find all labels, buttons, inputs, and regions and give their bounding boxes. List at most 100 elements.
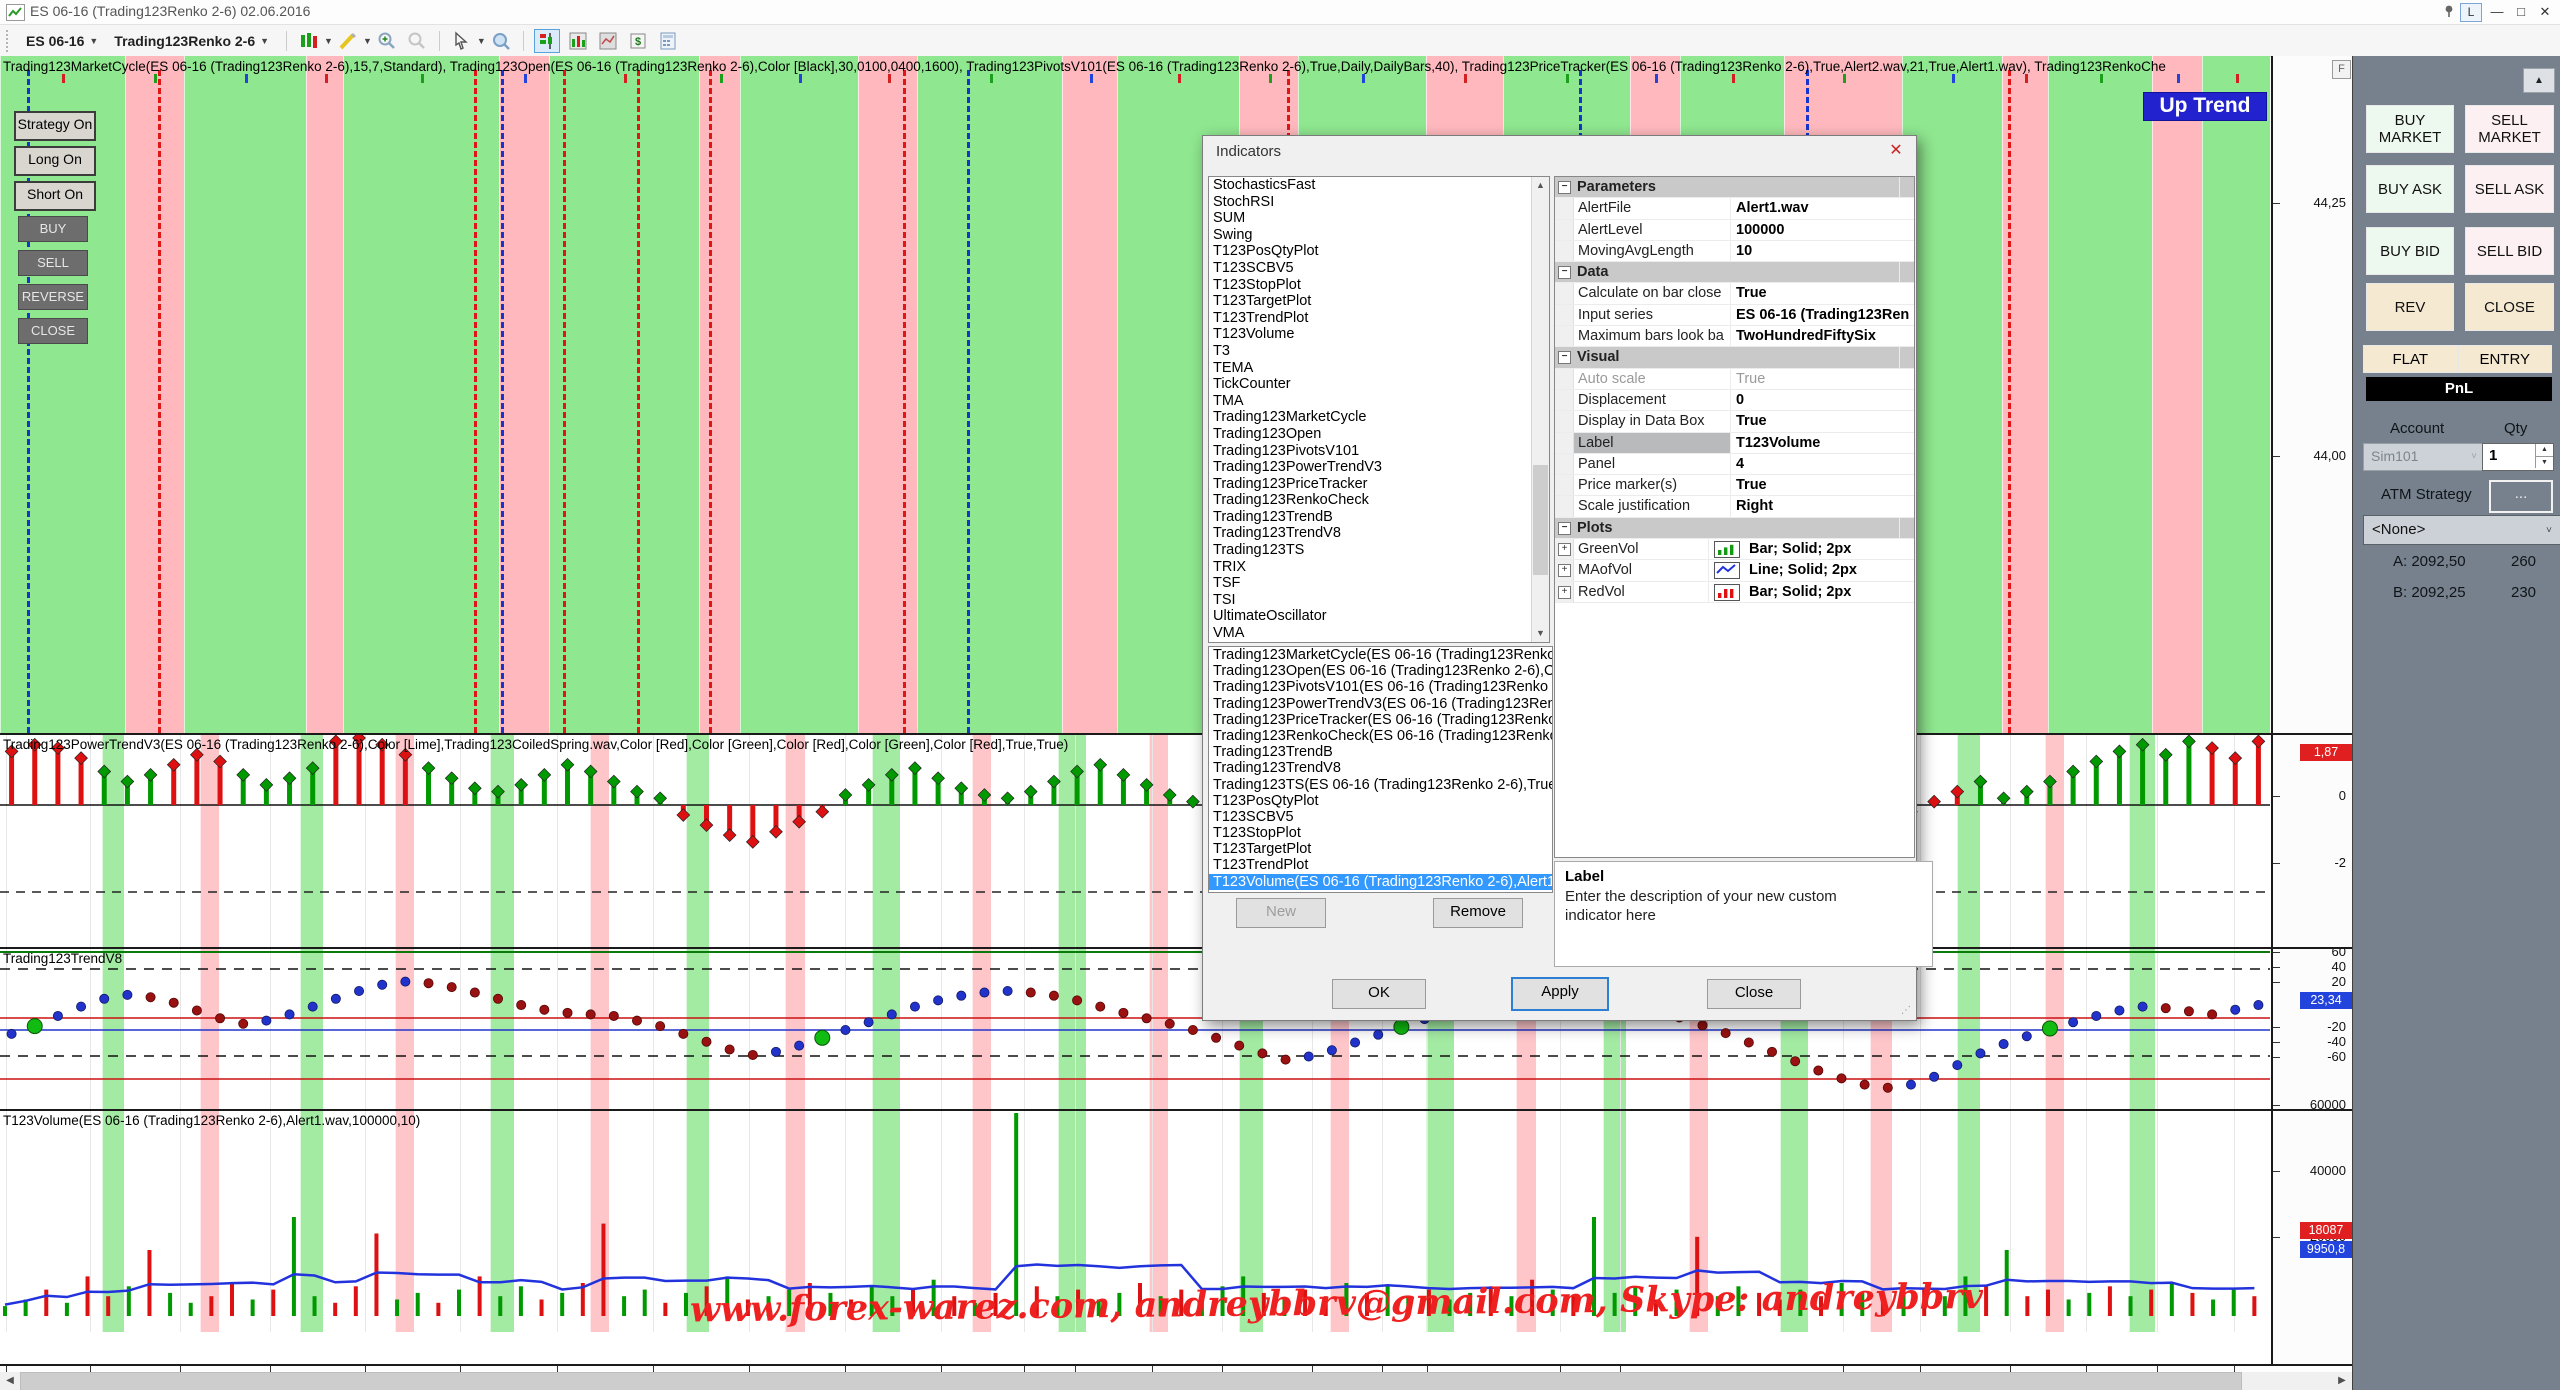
ok-button[interactable]: OK: [1332, 979, 1426, 1009]
volume-panel[interactable]: T123Volume(ES 06-16 (Trading123Renko 2-6…: [0, 1111, 2270, 1332]
property-value[interactable]: Alert1.wav: [1736, 200, 1809, 217]
configured-indicator-item[interactable]: T123Volume(ES 06-16 (Trading123Renko 2-6…: [1209, 873, 1552, 890]
indicator-list-item[interactable]: UltimateOscillator: [1213, 608, 1327, 625]
zoom-in-icon[interactable]: [375, 30, 399, 52]
property-section-header[interactable]: − Parameters: [1555, 177, 1914, 199]
account-select[interactable]: Sim101 ˅: [2363, 443, 2484, 471]
market-analyzer-button[interactable]: [566, 30, 590, 52]
account-button[interactable]: $: [626, 30, 650, 52]
sell-market-button[interactable]: SELL MARKET: [2465, 105, 2554, 153]
configured-indicator-item[interactable]: Trading123PriceTracker(ES 06-16 (Trading…: [1213, 711, 1553, 728]
indicator-list-item[interactable]: T123PosQtyPlot: [1213, 243, 1319, 260]
configured-indicator-item[interactable]: Trading123RenkoCheck(ES 06-16 (Trading12…: [1213, 727, 1553, 744]
property-value[interactable]: TwoHundredFiftySix: [1736, 328, 1876, 345]
reverse-position-button[interactable]: REV: [2366, 283, 2454, 331]
indicator-list-item[interactable]: StochRSI: [1213, 193, 1275, 210]
close-button[interactable]: ✕: [2539, 4, 2551, 19]
indicator-list-item[interactable]: Trading123Open: [1213, 425, 1322, 442]
configured-indicator-item[interactable]: Trading123TrendV8: [1213, 760, 1341, 777]
indicator-list-item[interactable]: TRIX: [1213, 558, 1247, 575]
atm-strategy-select[interactable]: <None> ˅: [2363, 515, 2560, 545]
collapse-panel-button[interactable]: ▲: [2523, 68, 2555, 93]
property-value[interactable]: True: [1736, 477, 1767, 494]
price-axis[interactable]: 44,2544,000-2604020-20-40-60600004000020…: [2271, 56, 2354, 1364]
horizontal-scrollbar[interactable]: ◀ ▶: [0, 1372, 2352, 1390]
scroll-left-arrow[interactable]: ◀: [0, 1372, 20, 1390]
indicator-list-item[interactable]: TickCounter: [1213, 376, 1291, 393]
remove-button[interactable]: Remove: [1433, 898, 1523, 928]
indicator-list-item[interactable]: Swing: [1213, 226, 1253, 243]
property-row[interactable]: AlertFile Alert1.wav: [1555, 198, 1914, 220]
configured-indicator-item[interactable]: T123PosQtyPlot: [1213, 792, 1319, 809]
buy-bid-button[interactable]: BUY BID: [2366, 227, 2454, 275]
indicator-list-item[interactable]: Trading123PriceTracker: [1213, 475, 1368, 492]
flat-status[interactable]: FLAT: [2363, 345, 2458, 373]
trendv8-panel[interactable]: Trading123TrendV8: [0, 949, 2270, 1109]
chart-area[interactable]: Trading123MarketCycle(ES 06-16 (Trading1…: [0, 56, 2352, 1332]
sell-chart-button[interactable]: SELL: [18, 250, 88, 276]
configured-indicator-item[interactable]: T123TrendPlot: [1213, 857, 1309, 874]
scrollbar-thumb[interactable]: [20, 1372, 2242, 1390]
link-badge[interactable]: L: [2460, 3, 2482, 22]
sell-ask-button[interactable]: SELL ASK: [2465, 165, 2554, 213]
indicator-list-item[interactable]: SUM: [1213, 210, 1246, 227]
property-value[interactable]: True: [1736, 370, 1766, 387]
indicator-list-item[interactable]: Trading123TrendB: [1213, 508, 1333, 525]
entry-status[interactable]: ENTRY: [2457, 345, 2552, 373]
indicator-list-item[interactable]: Trading123PowerTrendV3: [1213, 459, 1382, 476]
indicator-list-item[interactable]: TEMA: [1213, 359, 1254, 376]
indicator-list-item[interactable]: T3: [1213, 342, 1230, 359]
configured-indicator-item[interactable]: Trading123PowerTrendV3(ES 06-16 (Trading…: [1213, 695, 1553, 712]
qty-up-arrow[interactable]: ▲: [2536, 444, 2553, 457]
indicator-list-item[interactable]: TMA: [1213, 392, 1244, 409]
atm-options-button[interactable]: ...: [2489, 480, 2553, 513]
configured-indicators-list[interactable]: Trading123MarketCycle(ES 06-16 (Trading1…: [1208, 646, 1553, 893]
scroll-down-arrow[interactable]: ▼: [1536, 628, 1545, 638]
strategy-toggle-button[interactable]: Strategy On: [14, 111, 96, 141]
configured-indicator-item[interactable]: Trading123Open(ES 06-16 (Trading123Renko…: [1213, 663, 1553, 680]
plot-style-value[interactable]: Line; Solid; 2px: [1749, 562, 1857, 579]
toolbar-grip[interactable]: [6, 29, 14, 52]
property-value[interactable]: 0: [1736, 391, 1745, 408]
buy-chart-button[interactable]: BUY: [18, 216, 88, 242]
indicator-list-item[interactable]: T123TrendPlot: [1213, 309, 1309, 326]
property-row[interactable]: Displacement 0: [1555, 389, 1914, 412]
indicator-list-item[interactable]: Trading123MarketCycle: [1213, 409, 1367, 426]
plot-row[interactable]: + MAofVol Line; Solid; 2px: [1555, 560, 1914, 582]
sell-bid-button[interactable]: SELL BID: [2465, 227, 2554, 275]
indicator-list-item[interactable]: Trading123TS: [1213, 542, 1305, 559]
indicator-list-item[interactable]: TSI: [1213, 591, 1236, 608]
dialog-close-icon[interactable]: ✕: [1889, 142, 1903, 159]
property-value[interactable]: T123Volume: [1736, 434, 1821, 451]
properties-grid[interactable]: − Parameters AlertFile Alert1.wav AlertLevel…: [1554, 176, 1915, 858]
bars-style-button[interactable]: [297, 30, 321, 52]
expand-icon[interactable]: +: [1558, 564, 1571, 578]
line-chart-button[interactable]: [596, 30, 620, 52]
buy-market-button[interactable]: BUY MARKET: [2366, 105, 2454, 153]
property-value[interactable]: True: [1736, 413, 1767, 430]
plot-row[interactable]: + GreenVol Bar; Solid; 2px: [1555, 539, 1914, 561]
reverse-chart-button[interactable]: REVERSE: [18, 284, 88, 310]
indicator-list-item[interactable]: Trading123PivotsV101: [1213, 442, 1360, 459]
property-row[interactable]: Display in Data Box True: [1555, 411, 1914, 433]
calculator-button[interactable]: [656, 30, 680, 52]
indicator-list-item[interactable]: VMA: [1213, 625, 1245, 642]
property-section-header[interactable]: − Data: [1555, 262, 1914, 284]
indicator-list-item[interactable]: T123StopPlot: [1213, 276, 1301, 293]
collapse-expander-icon[interactable]: −: [1558, 351, 1571, 365]
new-button[interactable]: New: [1236, 898, 1326, 928]
collapse-expander-icon[interactable]: −: [1558, 521, 1571, 535]
pin-icon[interactable]: [2442, 4, 2456, 18]
plot-style-value[interactable]: Bar; Solid; 2px: [1749, 583, 1852, 600]
data-box-button[interactable]: [489, 30, 513, 52]
price-panel[interactable]: Trading123MarketCycle(ES 06-16 (Trading1…: [0, 56, 2270, 733]
indicator-list-item[interactable]: T123TargetPlot: [1213, 293, 1312, 310]
panel-focus-icon[interactable]: F: [2332, 60, 2351, 79]
property-row[interactable]: Label T123Volume: [1555, 432, 1914, 454]
indicator-list-item[interactable]: T123Volume: [1213, 326, 1295, 343]
zoom-out-icon[interactable]: [405, 30, 429, 52]
collapse-expander-icon[interactable]: −: [1558, 181, 1571, 194]
property-row[interactable]: Panel 4: [1555, 453, 1914, 476]
indicator-list-item[interactable]: Trading123RenkoCheck: [1213, 492, 1369, 509]
configured-indicator-item[interactable]: T123TargetPlot: [1213, 841, 1312, 858]
